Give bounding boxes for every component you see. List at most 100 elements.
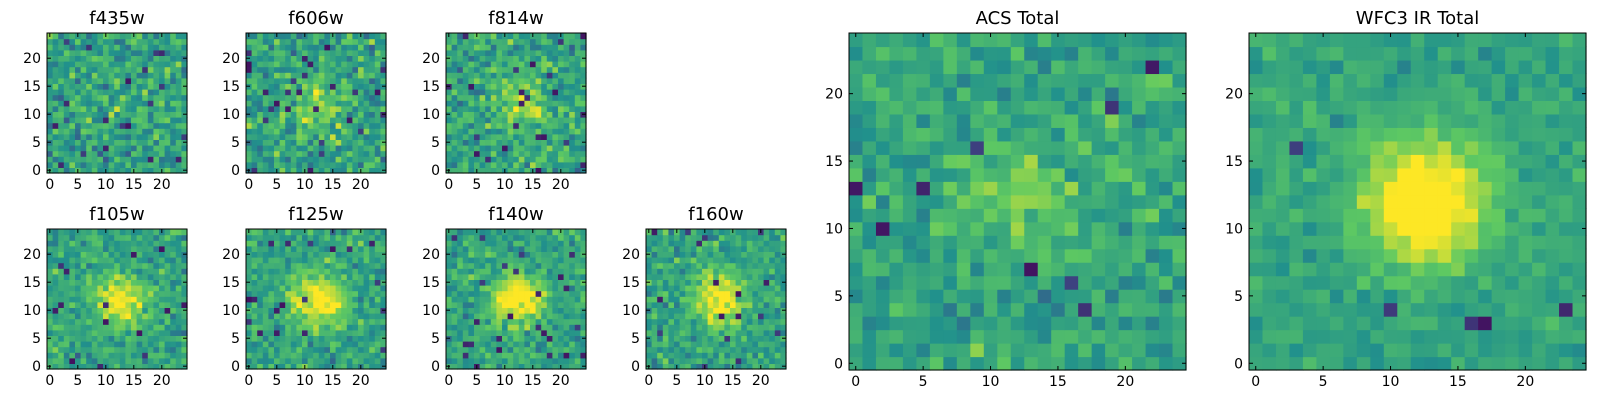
heatmap-cell xyxy=(147,363,154,370)
heatmap-cell xyxy=(752,341,759,348)
heatmap-cell xyxy=(153,313,160,320)
heatmap-cell xyxy=(318,89,325,96)
heatmap-cell xyxy=(279,301,286,308)
heatmap-cell xyxy=(679,245,686,252)
heatmap-cell xyxy=(970,329,985,344)
heatmap-cell xyxy=(746,352,753,359)
heatmap-cell xyxy=(702,346,709,353)
heatmap-cell xyxy=(125,240,132,247)
heatmap-cell xyxy=(279,251,286,258)
heatmap-cell xyxy=(490,357,497,364)
heatmap-cell xyxy=(679,285,686,292)
heatmap-cell xyxy=(524,122,531,129)
heatmap-cell xyxy=(131,83,138,90)
heatmap-cell xyxy=(142,38,149,45)
heatmap-cell xyxy=(80,257,87,264)
heatmap-cell xyxy=(657,240,664,247)
heatmap-cell xyxy=(1024,289,1039,304)
heatmap-cell xyxy=(580,161,587,168)
heatmap-cell xyxy=(58,117,65,124)
heatmap-cell xyxy=(147,329,154,336)
heatmap-cell xyxy=(997,235,1012,250)
heatmap-cell xyxy=(69,117,76,124)
heatmap-cell xyxy=(52,262,59,269)
heatmap-cell xyxy=(307,167,314,174)
heatmap-cell xyxy=(262,100,269,107)
heatmap-cell xyxy=(86,33,93,40)
heatmap-cell xyxy=(546,133,553,140)
heatmap-cell xyxy=(251,66,258,73)
heatmap-cell xyxy=(136,262,143,269)
heatmap-cell xyxy=(502,49,509,56)
heatmap-cell xyxy=(563,33,570,40)
heatmap-cell xyxy=(474,133,481,140)
heatmap-cell xyxy=(702,285,709,292)
heatmap-cell xyxy=(330,285,337,292)
heatmap-cell xyxy=(86,55,93,62)
heatmap-cell xyxy=(358,72,365,79)
heatmap-cell xyxy=(496,341,503,348)
heatmap-cell xyxy=(524,49,531,56)
heatmap-cell xyxy=(108,329,115,336)
heatmap-cell xyxy=(474,150,481,157)
heatmap-cell xyxy=(69,329,76,336)
heatmap-cell xyxy=(285,122,292,129)
heatmap-cell xyxy=(147,346,154,353)
heatmap-cell xyxy=(490,363,497,370)
heatmap-cell xyxy=(335,100,342,107)
heatmap-cell xyxy=(718,240,725,247)
heatmap-cell xyxy=(446,161,453,168)
heatmap-cell xyxy=(279,83,286,90)
heatmap-cell xyxy=(125,273,132,280)
heatmap-cell xyxy=(307,329,314,336)
heatmap-cell xyxy=(257,318,264,325)
heatmap-cell xyxy=(352,234,359,241)
heatmap-cell xyxy=(451,49,458,56)
heatmap-cell xyxy=(451,346,458,353)
heatmap-cell xyxy=(724,251,731,258)
heatmap-cell xyxy=(718,341,725,348)
heatmap-cell xyxy=(657,352,664,359)
heatmap-cell xyxy=(63,105,70,112)
heatmap-cell xyxy=(69,161,76,168)
heatmap-cell xyxy=(91,251,98,258)
heatmap-cell xyxy=(274,55,281,62)
heatmap-cell xyxy=(535,240,542,247)
heatmap-cell xyxy=(80,262,87,269)
heatmap-cell xyxy=(563,352,570,359)
heatmap-cell xyxy=(1024,235,1039,250)
heatmap-cell xyxy=(374,122,381,129)
heatmap-cell xyxy=(1159,302,1174,317)
heatmap-cell xyxy=(324,61,331,68)
heatmap-cell xyxy=(535,66,542,73)
heatmap-cell xyxy=(374,346,381,353)
heatmap-cell xyxy=(690,301,697,308)
heatmap-cell xyxy=(285,89,292,96)
y-tick-label: 20 xyxy=(23,247,41,263)
heatmap-cell xyxy=(285,318,292,325)
heatmap-cell xyxy=(285,38,292,45)
heatmap-cell xyxy=(679,357,686,364)
heatmap-cell xyxy=(862,208,877,223)
heatmap-cell xyxy=(125,72,132,79)
heatmap-cell xyxy=(91,245,98,252)
heatmap-cell xyxy=(251,273,258,280)
heatmap-cell xyxy=(346,318,353,325)
heatmap-cell xyxy=(518,313,525,320)
heatmap-cell xyxy=(696,324,703,331)
heatmap-cell xyxy=(862,316,877,331)
heatmap-cell xyxy=(490,318,497,325)
heatmap-cell xyxy=(862,262,877,277)
heatmap-cell xyxy=(125,66,132,73)
heatmap-cell xyxy=(546,167,553,174)
heatmap-cell xyxy=(47,262,54,269)
heatmap-cell xyxy=(718,285,725,292)
heatmap-cell xyxy=(147,251,154,258)
heatmap-cell xyxy=(462,145,469,152)
heatmap-cell xyxy=(541,229,548,236)
heatmap-cell xyxy=(352,161,359,168)
heatmap-cell xyxy=(1037,329,1052,344)
heatmap-cell xyxy=(352,33,359,40)
heatmap-cell xyxy=(462,229,469,236)
heatmap-cell xyxy=(380,49,387,56)
